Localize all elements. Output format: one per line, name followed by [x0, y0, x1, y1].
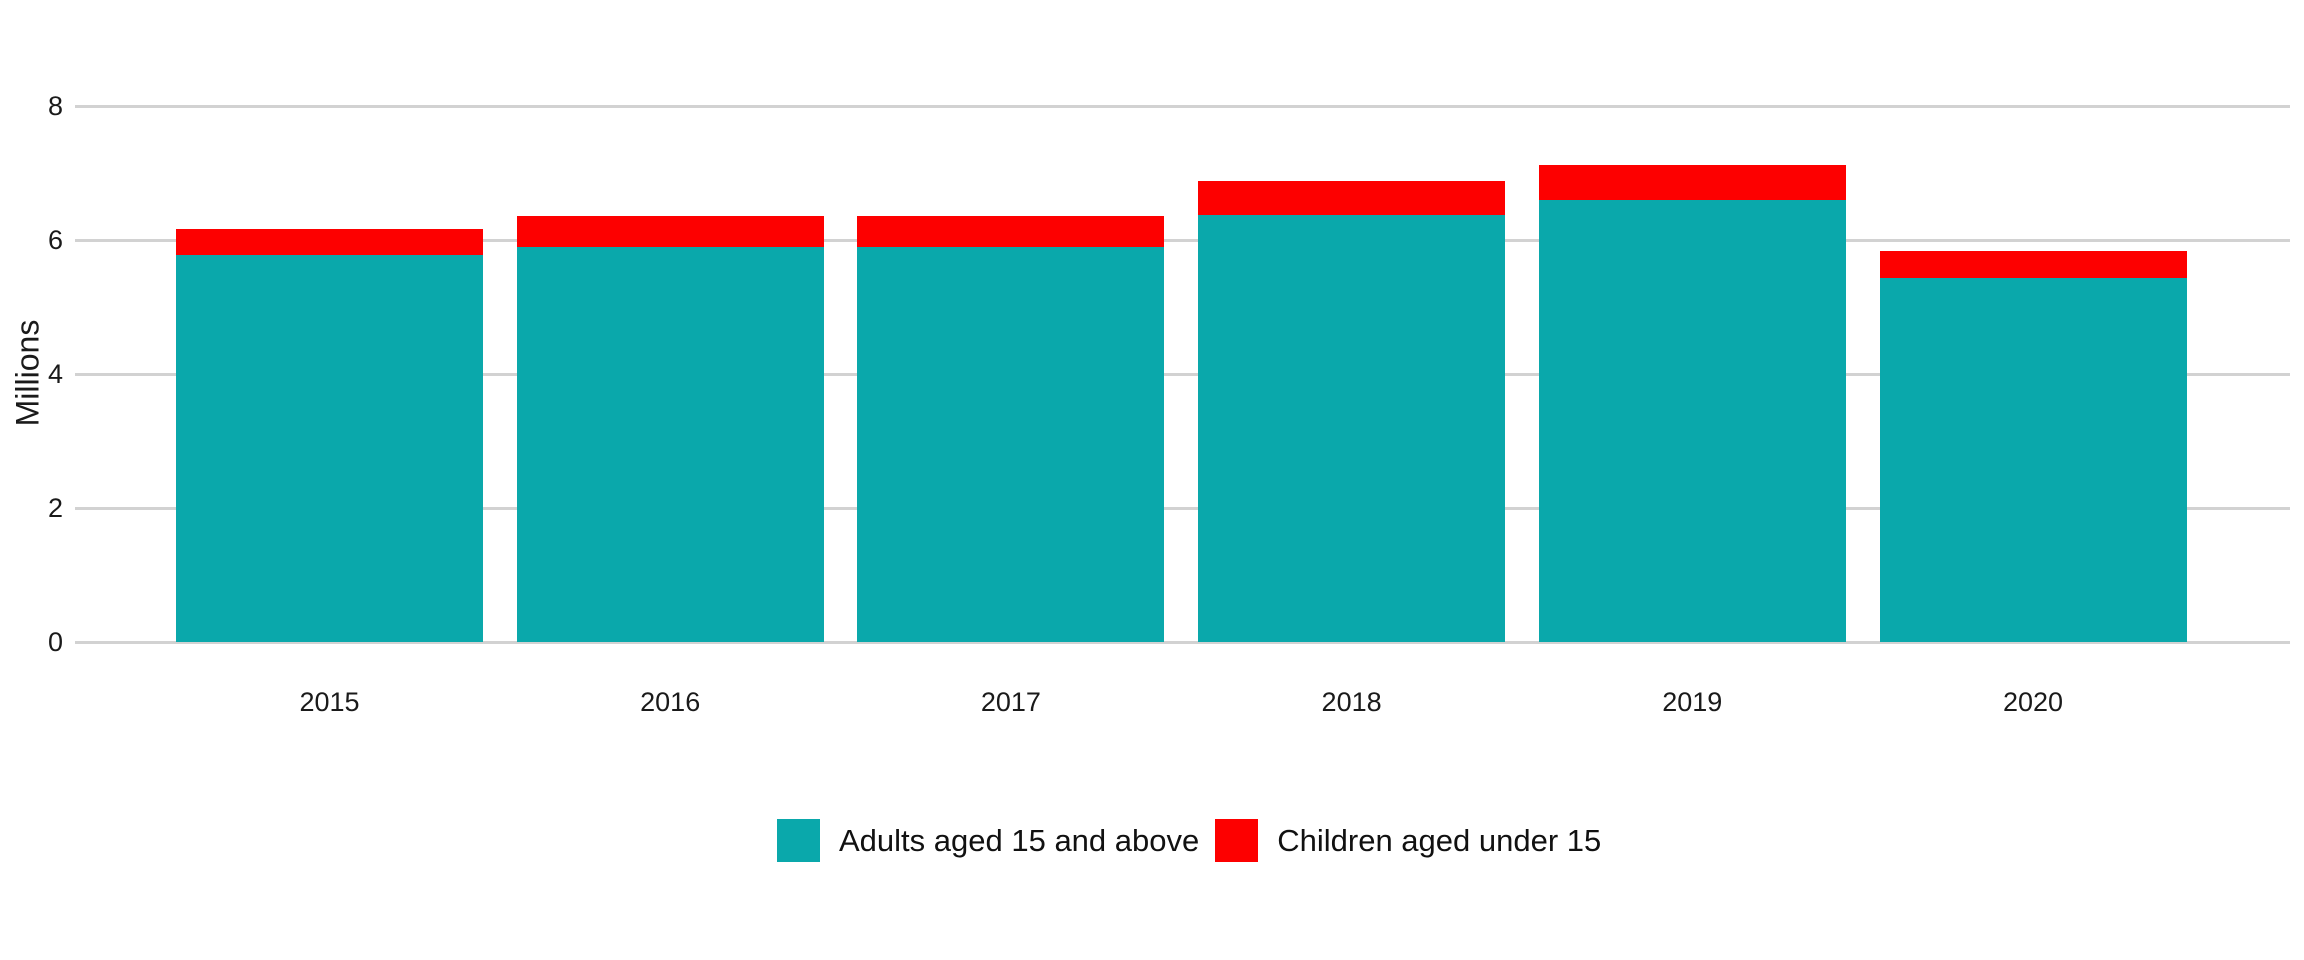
- bar-segment-children-2018: [1198, 181, 1506, 215]
- bar-segment-children-2015: [176, 228, 483, 255]
- legend-swatch-icon: [777, 819, 820, 862]
- legend-item-children[interactable]: Children aged under 15: [1215, 819, 1601, 862]
- x-tick-label-2018: 2018: [1321, 687, 1382, 717]
- y-tick-label: 2: [47, 493, 63, 523]
- y-tick-label: 8: [47, 91, 63, 121]
- x-tick-label-2016: 2016: [640, 687, 701, 717]
- gridline-y8: [75, 104, 2290, 108]
- gridline-y2: [75, 506, 2290, 510]
- legend-swatch-icon: [1215, 819, 1259, 862]
- gridline-y0: [75, 640, 2290, 644]
- gridline-y6: [75, 238, 2290, 242]
- legend: Adults aged 15 and above Children aged un…: [777, 819, 1601, 862]
- legend-label: Adults aged 15 and above: [839, 822, 1200, 858]
- x-tick-label-2020: 2020: [2002, 687, 2064, 717]
- legend-label: Children aged under 15: [1277, 822, 1602, 858]
- gridline-y4: [75, 372, 2290, 376]
- bar-segment-children-2017: [857, 215, 1165, 247]
- bar-segment-adults-2019: [1538, 199, 1846, 642]
- bar-segment-adults-2015: [176, 254, 483, 642]
- x-tick-label-2019: 2019: [1662, 687, 1723, 717]
- bar-segment-adults-2018: [1198, 214, 1506, 642]
- bar-segment-children-2019: [1538, 164, 1846, 200]
- y-tick-label: 6: [47, 225, 63, 255]
- x-tick-label-2017: 2017: [980, 687, 1041, 717]
- y-tick-label: 0: [47, 627, 63, 657]
- bar-segment-children-2016: [516, 215, 824, 247]
- x-tick-label-2015: 2015: [299, 687, 360, 717]
- bar-segment-adults-2016: [516, 246, 824, 642]
- y-tick-label: 4: [47, 359, 63, 389]
- bar-segment-adults-2017: [857, 246, 1165, 642]
- bar-segment-children-2020: [1879, 250, 2187, 278]
- bar-segment-adults-2020: [1879, 277, 2187, 642]
- legend-item-adults[interactable]: Adults aged 15 and above: [777, 819, 1199, 862]
